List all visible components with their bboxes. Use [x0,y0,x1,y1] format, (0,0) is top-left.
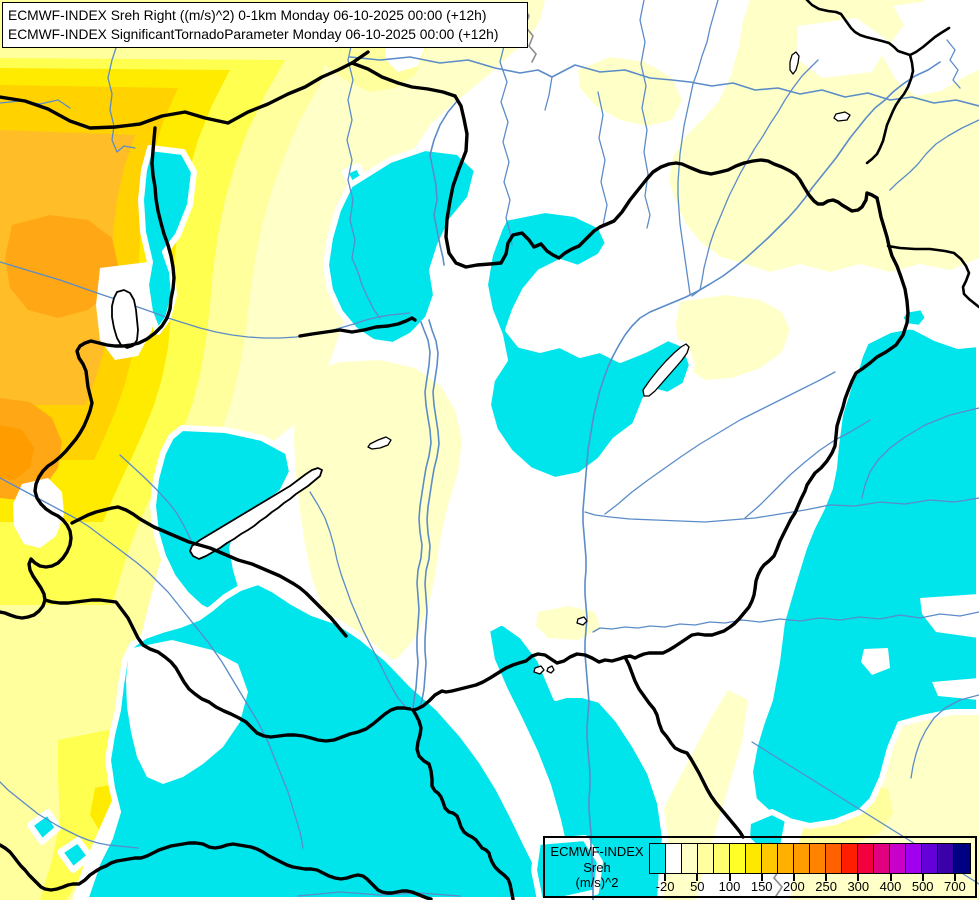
legend-swatch [745,843,763,874]
legend-swatch [857,843,875,874]
legend-swatch [905,843,923,874]
legend-tick [889,874,892,881]
lakes-layer [111,51,851,675]
legend-swatch [777,843,795,874]
legend-tick [857,874,860,881]
legend-swatch [937,843,955,874]
legend-swatch [713,843,731,874]
legend-tick-label: 250 [815,879,837,894]
legend-swatch [681,843,699,874]
lake-tisza [642,343,690,397]
legend-tick-label: 100 [718,879,741,894]
legend-tick-label: 150 [750,879,773,894]
legend-tick [825,874,828,881]
legend-label-line-2: Sreh [583,859,611,875]
legend-label-line-1: ECMWF-INDEX [550,844,644,859]
legend-swatch [841,843,859,874]
lake-balaton [189,467,323,560]
legend-tick [792,874,795,881]
legend-swatch [809,843,827,874]
legend-colorbar [649,843,971,874]
legend-swatch [697,843,715,874]
legend-swatch [665,843,683,874]
title-line-1: ECMWF-INDEX Sreh Right ((m/s)^2) 0-1km M… [8,8,487,23]
legend-tick [921,874,924,881]
legend-tick [760,874,763,881]
legend-label: ECMWF-INDEX Sreh (m/s)^2 [545,844,649,891]
legend-swatch [921,843,939,874]
legend-tick-label: 200 [783,879,805,894]
legend-swatch [729,843,747,874]
legend-tick [953,874,956,881]
lake-velence [367,436,392,450]
legend-swatch [873,843,891,874]
legend-swatch [793,843,811,874]
white-holes-in-cyan [126,594,979,784]
legend-tick-label: 500 [911,879,934,894]
legend-tick [728,874,731,881]
legend-swatch [761,843,779,874]
legend-tick [696,874,699,881]
legend-tick [664,874,667,881]
title-box: ECMWF-INDEX Sreh Right ((m/s)^2) 0-1km M… [2,2,528,48]
legend-swatch [825,843,843,874]
legend-tick-label: 700 [944,879,966,894]
legend-tick-label: 300 [847,879,870,894]
legend-tick-label: 400 [879,879,902,894]
title-line-2: ECMWF-INDEX SignificantTornadoParameter … [8,27,499,42]
legend-swatch [649,843,667,874]
legend-swatch [953,843,971,874]
legend-tick-label: 50 [690,879,705,894]
legend-label-line-3: (m/s)^2 [575,875,619,890]
legend-tick-label: -20 [655,879,675,894]
legend-box: ECMWF-INDEX Sreh (m/s)^2 -20 50 100 150 200 2… [543,836,977,898]
legend-swatch [889,843,907,874]
